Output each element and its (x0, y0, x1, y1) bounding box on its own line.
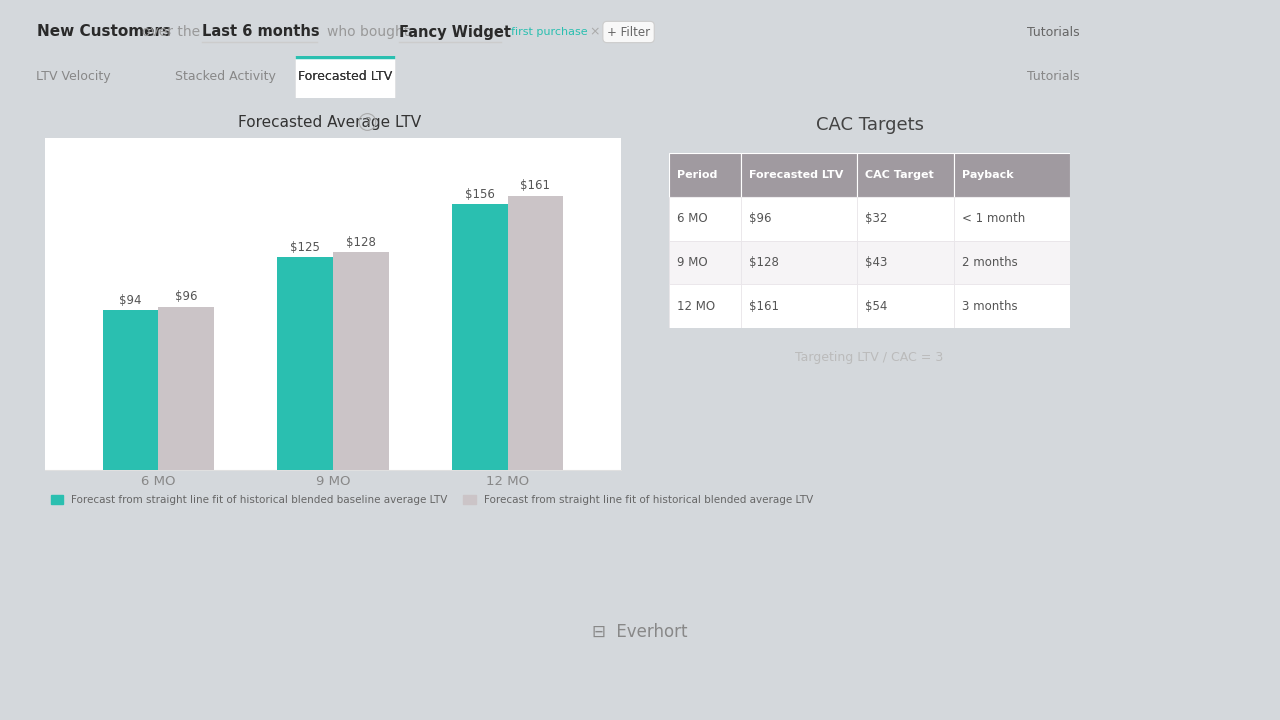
Bar (508, 196, 563, 470)
Bar (954, 153, 1070, 197)
Text: 2 months: 2 months (961, 256, 1018, 269)
Text: 9 MO: 9 MO (677, 256, 708, 269)
Text: $32: $32 (865, 212, 888, 225)
Text: Stacked Activity: Stacked Activity (174, 70, 275, 83)
Text: $54: $54 (865, 300, 888, 312)
Text: Tutorials: Tutorials (1028, 25, 1080, 38)
Bar (858, 197, 954, 240)
Bar (159, 307, 214, 470)
Text: Fancy Widget: Fancy Widget (399, 24, 511, 40)
Text: ?: ? (364, 115, 371, 128)
Bar (858, 284, 954, 328)
Text: CAC Target: CAC Target (865, 170, 934, 180)
Text: + Filter: + Filter (607, 25, 650, 38)
Text: who bought: who bought (326, 25, 410, 39)
Text: $125: $125 (291, 240, 320, 253)
Bar (278, 257, 333, 470)
Bar (452, 204, 508, 470)
Text: Forecasted LTV: Forecasted LTV (749, 170, 844, 180)
Text: $96: $96 (749, 212, 772, 225)
Text: Period: Period (677, 170, 717, 180)
Bar (669, 284, 741, 328)
Bar (954, 240, 1070, 284)
Bar (858, 153, 954, 197)
Text: LTV Velocity: LTV Velocity (36, 70, 110, 83)
Text: New Customers: New Customers (37, 24, 172, 40)
Bar (669, 240, 741, 284)
Text: $161: $161 (521, 179, 550, 192)
Bar (669, 197, 741, 240)
Text: $128: $128 (749, 256, 780, 269)
Text: Forecasted LTV: Forecasted LTV (298, 70, 392, 83)
Text: < 1 month: < 1 month (961, 212, 1025, 225)
Text: ⊟  Everhort: ⊟ Everhort (593, 623, 687, 641)
Text: $96: $96 (175, 290, 197, 303)
Text: $94: $94 (119, 294, 142, 307)
Text: $43: $43 (865, 256, 888, 269)
Text: Payback: Payback (961, 170, 1014, 180)
Text: $156: $156 (465, 188, 494, 201)
Text: $161: $161 (749, 300, 780, 312)
Bar (954, 197, 1070, 240)
Text: $128: $128 (346, 235, 376, 248)
Bar (102, 310, 159, 470)
Bar (858, 240, 954, 284)
Text: first purchase: first purchase (511, 27, 588, 37)
Bar (741, 240, 858, 284)
Bar (954, 284, 1070, 328)
Text: CAC Targets: CAC Targets (815, 117, 923, 135)
Text: ×: × (589, 25, 599, 38)
Text: 3 months: 3 months (961, 300, 1018, 312)
Text: Forecasted LTV: Forecasted LTV (298, 70, 392, 83)
Bar (741, 197, 858, 240)
Text: over the: over the (142, 25, 200, 39)
Bar (333, 252, 389, 470)
Text: Targeting LTV / CAC = 3: Targeting LTV / CAC = 3 (795, 351, 943, 364)
Bar (741, 153, 858, 197)
Bar (741, 284, 858, 328)
Legend: Forecast from straight line fit of historical blended baseline average LTV, Fore: Forecast from straight line fit of histo… (46, 491, 818, 509)
Text: 6 MO: 6 MO (677, 212, 708, 225)
Text: Last 6 months: Last 6 months (202, 24, 320, 40)
Bar (669, 153, 741, 197)
Text: Forecasted Average LTV: Forecasted Average LTV (238, 114, 421, 130)
Text: 12 MO: 12 MO (677, 300, 716, 312)
Bar (296, 56, 394, 98)
Text: Tutorials: Tutorials (1028, 70, 1080, 83)
